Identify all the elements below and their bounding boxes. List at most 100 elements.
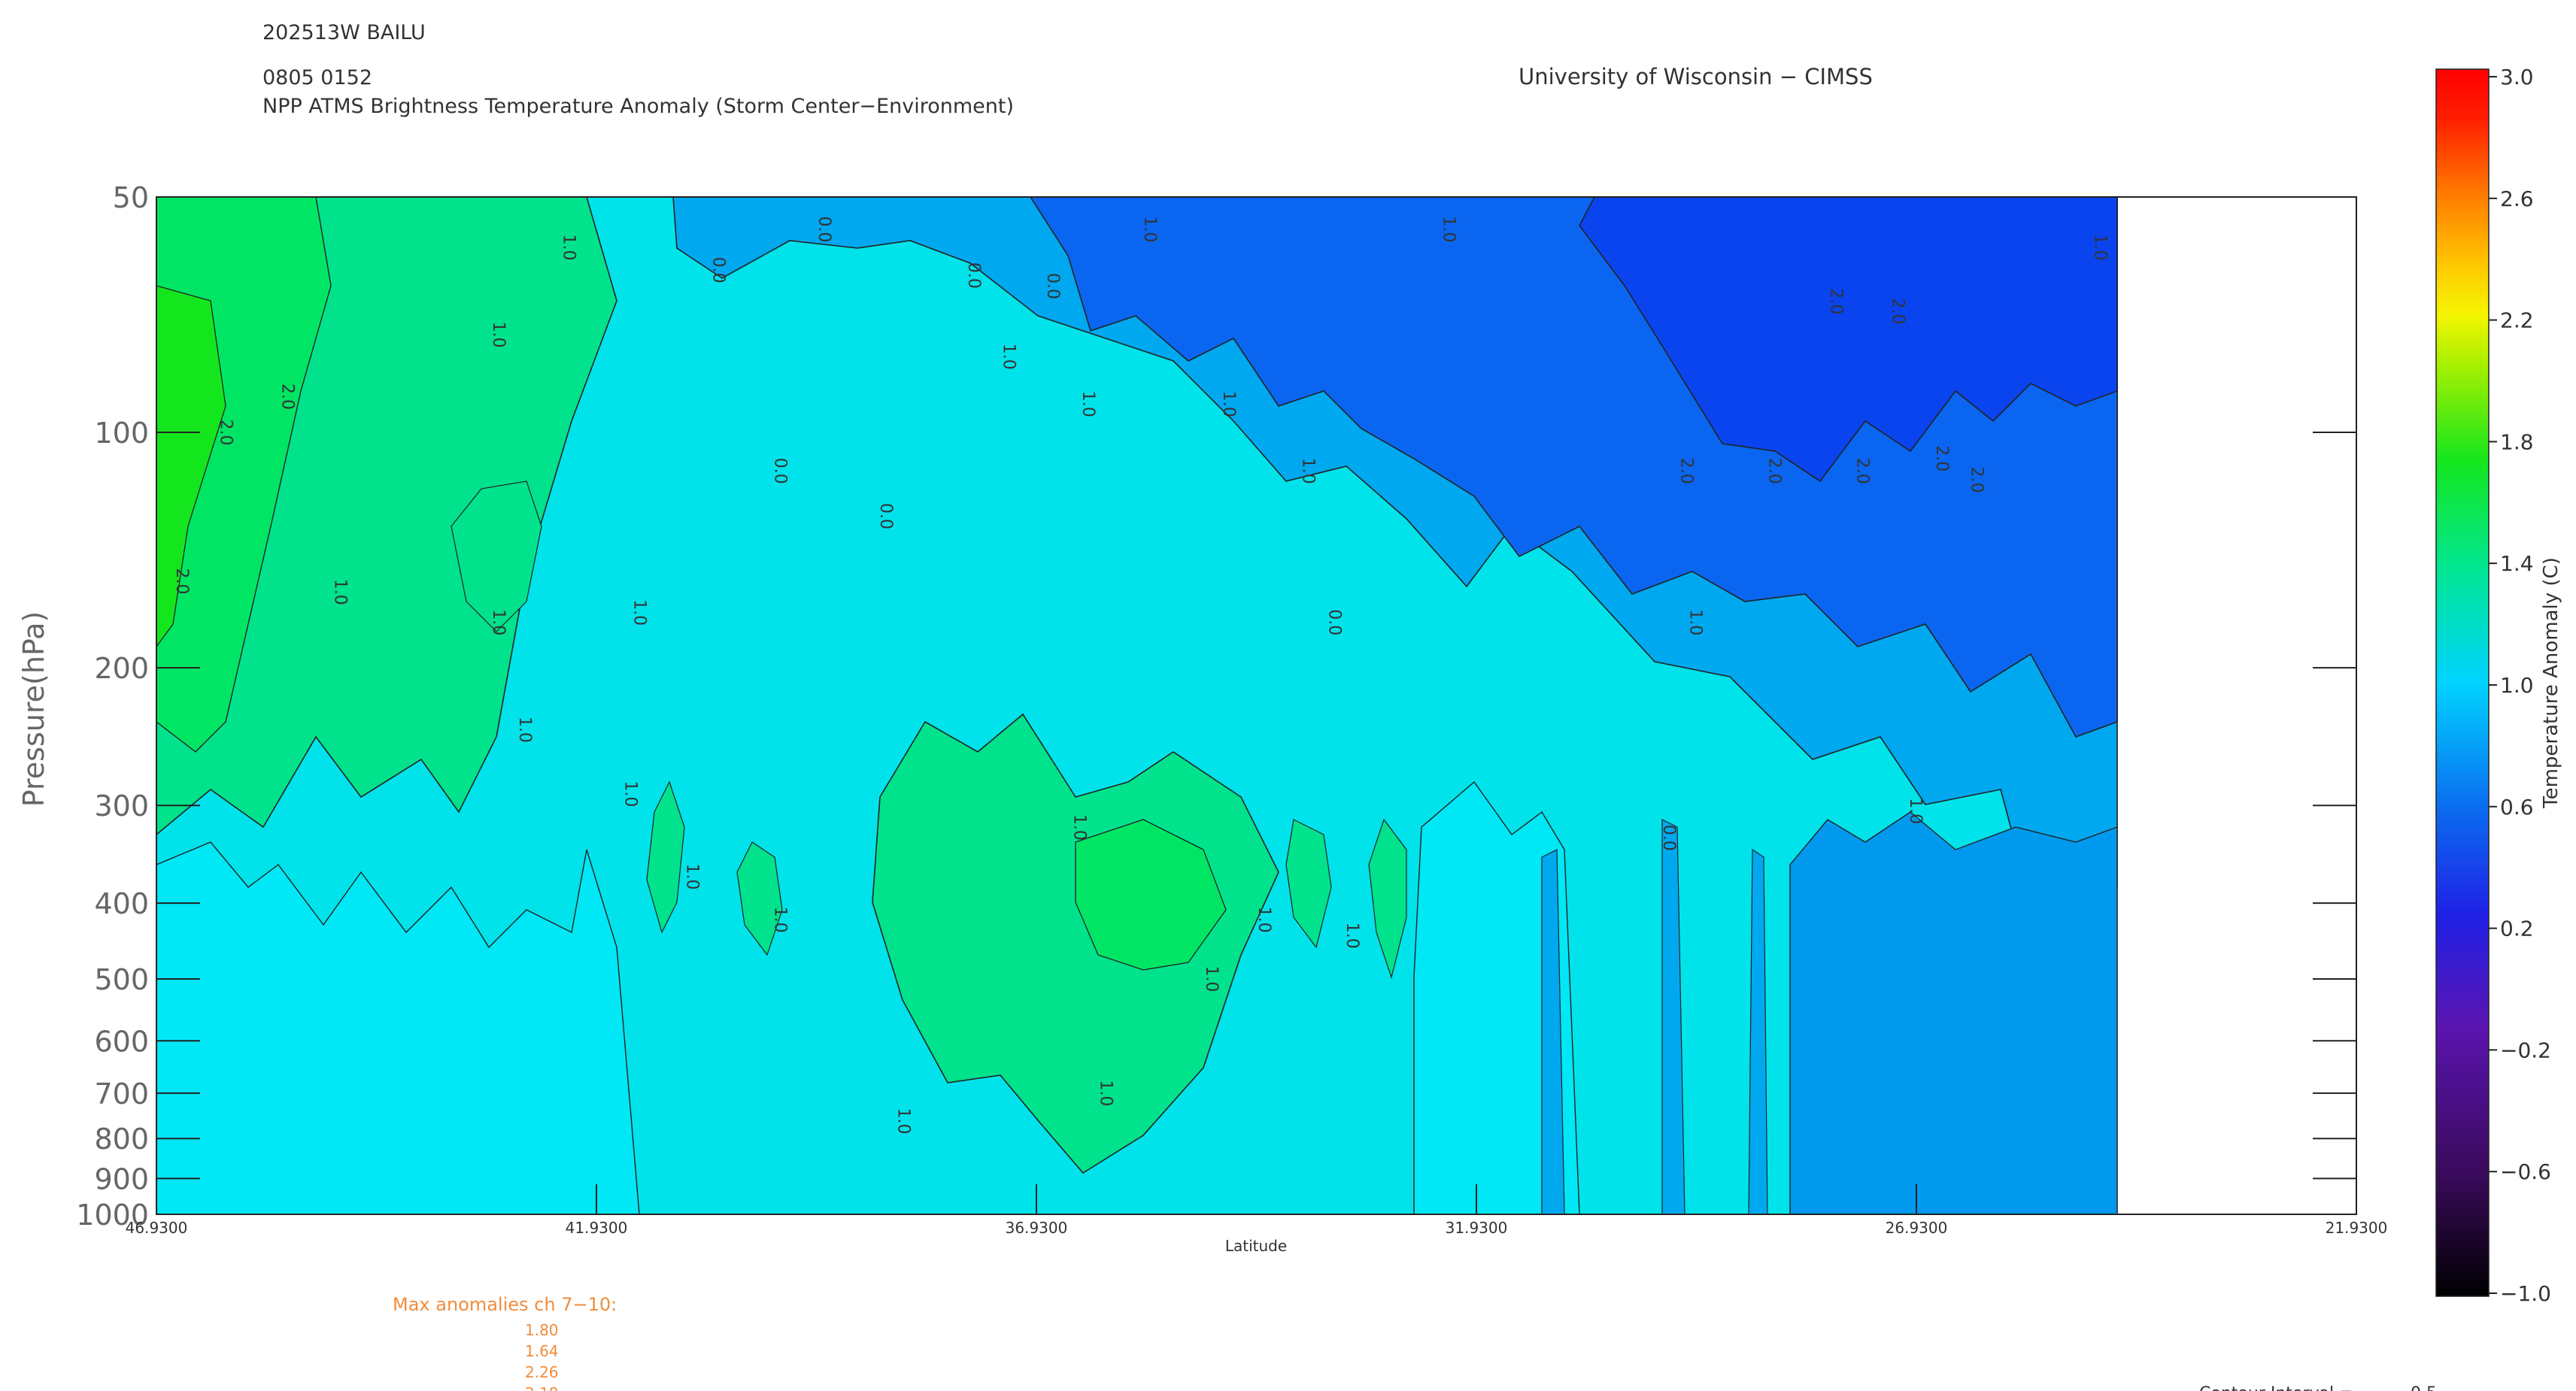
colorbar-tick-label: −0.2	[2500, 1038, 2551, 1062]
cell-warm-d	[1368, 818, 1407, 980]
band-2-0-left	[156, 285, 226, 648]
band-neg-1-0	[1579, 197, 2118, 483]
contour-label: 1.0	[683, 863, 702, 889]
contour-label: 0.0	[1325, 609, 1344, 635]
cell-warm-e	[451, 480, 542, 632]
max-anomaly-value: 2.18	[525, 1384, 559, 1391]
contour-label: 1.0	[1685, 609, 1704, 635]
contour-label: 1.0	[1202, 965, 1221, 992]
colorbar-tick-label: 3.0	[2500, 65, 2534, 89]
band-1-0-mid	[872, 713, 1279, 1174]
contour-label: 1.0	[1343, 923, 1361, 949]
colorbar-tick-label: −0.6	[2500, 1159, 2551, 1184]
plot-frame	[156, 196, 2357, 1215]
contour-label: 1.0	[894, 1108, 912, 1135]
contour-label: 2.0	[1932, 445, 1951, 471]
contour-label: 2.0	[1677, 458, 1696, 484]
band-1-5-mid	[1075, 819, 1227, 971]
colorbar-tick-label: −1.0	[2500, 1281, 2551, 1306]
y-tick-label: 50	[113, 181, 149, 214]
product-title: NPP ATMS Brightness Temperature Anomaly …	[262, 95, 1014, 118]
contour-fill	[156, 197, 2118, 1214]
contour-label: 0.0	[964, 262, 983, 289]
contour-label: 1.0	[621, 780, 640, 807]
contour-label: 1.0	[560, 235, 578, 261]
contour-label: 1.0	[1000, 344, 1018, 370]
y-tick-label: 300	[94, 789, 149, 823]
max-anomaly-value: 2.26	[525, 1363, 559, 1381]
contour-label: 1.0	[1070, 814, 1088, 841]
y-tick-label: 100	[94, 417, 149, 450]
colorbar-tick-label: 2.6	[2500, 186, 2534, 211]
contour-label: 1.0	[1299, 458, 1318, 484]
cell-warm-b	[736, 841, 783, 956]
contour-label: 1.0	[1079, 391, 1097, 417]
colorbar-tick-label: 1.0	[2500, 673, 2534, 698]
y-tick-label: 1000	[76, 1199, 149, 1232]
colorbar-tick-label: 1.4	[2500, 551, 2534, 576]
x-tick-label: 41.9300	[566, 1219, 628, 1237]
y-axis-title: Pressure(hPa)	[17, 611, 50, 808]
contour-labels: 2.0 2.0 2.0 1.0 1.0 0.0 0.0 0.0 0.0 0.0 0.0 1.0 1.0 1…	[172, 217, 2110, 1135]
colorbar: 3.0 2.6 2.2 1.8 1.4 1.0 0.6 0.2 −0.2 −0.6 −1.0 Tem…	[2435, 65, 2562, 1306]
contour-label: 0.0	[876, 503, 895, 529]
x-tick-label: 21.9300	[2326, 1219, 2388, 1237]
contour-interval-value: 0.5	[2411, 1384, 2437, 1391]
contour-label: 1.0	[331, 579, 350, 605]
contour-label: 1.0	[489, 609, 508, 635]
contour-label: 1.0	[1440, 217, 1458, 243]
x-tick-label: 26.9300	[1886, 1219, 1948, 1237]
contour-label: 1.0	[2091, 235, 2110, 261]
contour-label: 2.0	[278, 383, 296, 410]
contour-label: 2.0	[172, 568, 191, 594]
contour-label: 0.0	[815, 217, 833, 243]
cell-warm-a	[646, 780, 685, 934]
contour-label: 2.0	[1968, 467, 1986, 493]
contour-label: 1.0	[771, 907, 790, 933]
contour-label: 1.0	[1140, 217, 1159, 243]
contour-label: 1.0	[1906, 798, 1925, 824]
y-tick-label: 700	[94, 1077, 149, 1111]
max-anomaly-value: 1.64	[525, 1342, 559, 1360]
x-tick-label: 46.9300	[126, 1219, 188, 1237]
contour-label: 0.0	[771, 458, 790, 484]
contour-label: 1.0	[1255, 907, 1273, 933]
institution-label: University of Wisconsin − CIMSS	[1519, 64, 1873, 89]
storm-id: 202513W BAILU	[262, 21, 426, 44]
band-lower-right	[1789, 811, 2118, 1214]
contour-label: 2.0	[1827, 288, 1846, 314]
observation-datetime: 0805 0152	[262, 66, 372, 89]
contour-label: 1.0	[489, 322, 508, 348]
cell-warm-c	[1285, 819, 1332, 949]
contour-label: 2.0	[1853, 458, 1872, 484]
band-cyan-right	[1413, 780, 1580, 1214]
y-tick-label: 800	[94, 1123, 149, 1156]
contour-label: 0.0	[1659, 825, 1678, 851]
x-tick-label: 36.9300	[1006, 1219, 1068, 1237]
contour-label: 0.0	[1043, 273, 1062, 299]
contour-label: 1.0	[630, 599, 648, 626]
contour-label: 2.0	[1765, 458, 1784, 484]
contour-label: 2.0	[216, 420, 235, 446]
x-axis: 46.9300 41.9300 36.9300 31.9300 26.9300 21.93…	[126, 1184, 2388, 1237]
colorbar-ticks: 3.0 2.6 2.2 1.8 1.4 1.0 0.6 0.2 −0.2 −0.6 −1.0	[2489, 65, 2551, 1306]
band-cyan-lower	[156, 841, 640, 1214]
colorbar-tick-label: 0.6	[2500, 795, 2534, 820]
x-tick-label: 31.9300	[1446, 1219, 1508, 1237]
spikes-right	[1541, 819, 1768, 1214]
plot-area: 2.0 2.0 2.0 1.0 1.0 0.0 0.0 0.0 0.0 0.0 0.0 1.0 1.0 1…	[76, 181, 2387, 1237]
contour-label: 0.0	[709, 257, 728, 283]
contour-label: 1.0	[1219, 391, 1238, 417]
max-anomalies-title: Max anomalies ch 7−10:	[393, 1294, 617, 1315]
max-anomaly-value: 1.80	[525, 1321, 559, 1339]
colorbar-tick-label: 2.2	[2500, 308, 2534, 333]
colorbar-title: Temperature Anomaly (C)	[2540, 557, 2562, 809]
contour-interval-label: Contour Interval =	[2199, 1384, 2353, 1391]
x-axis-title: Latitude	[1225, 1237, 1287, 1255]
colorbar-tick-label: 0.2	[2500, 917, 2534, 941]
y-tick-label: 600	[94, 1025, 149, 1058]
contour-label: 1.0	[515, 717, 534, 743]
contour-label: 2.0	[1888, 298, 1907, 324]
